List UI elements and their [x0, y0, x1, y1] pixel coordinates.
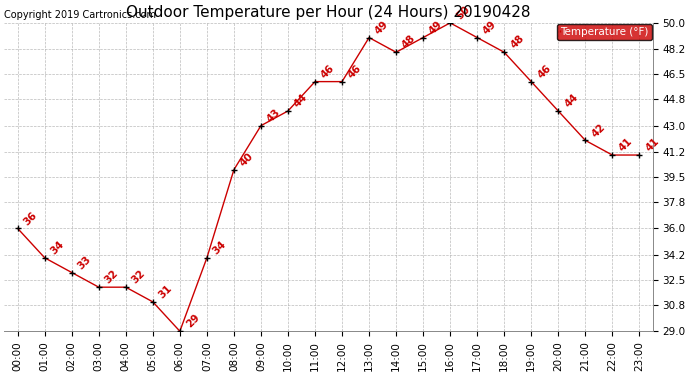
Text: 36: 36 — [22, 210, 39, 227]
Text: 32: 32 — [130, 268, 147, 286]
Text: 33: 33 — [76, 254, 93, 271]
Text: 49: 49 — [373, 19, 391, 36]
Text: 43: 43 — [265, 107, 282, 124]
Text: 50: 50 — [454, 4, 472, 21]
Text: 40: 40 — [238, 151, 255, 168]
Text: 41: 41 — [644, 136, 661, 154]
Text: 48: 48 — [400, 33, 417, 51]
Text: 46: 46 — [319, 63, 337, 80]
Text: 32: 32 — [103, 268, 120, 286]
Text: 34: 34 — [49, 239, 66, 256]
Text: 31: 31 — [157, 283, 175, 300]
Text: 44: 44 — [292, 92, 310, 110]
Text: 48: 48 — [509, 33, 526, 51]
Text: 49: 49 — [482, 19, 499, 36]
Text: 46: 46 — [535, 63, 553, 80]
Text: 34: 34 — [211, 239, 228, 256]
Text: 41: 41 — [616, 136, 634, 154]
Title: Outdoor Temperature per Hour (24 Hours) 20190428: Outdoor Temperature per Hour (24 Hours) … — [126, 5, 531, 20]
Text: 46: 46 — [346, 63, 364, 80]
Text: 42: 42 — [589, 122, 607, 139]
Text: Copyright 2019 Cartronics.com: Copyright 2019 Cartronics.com — [4, 10, 156, 20]
Legend: Temperature (°F): Temperature (°F) — [558, 24, 652, 40]
Text: 49: 49 — [427, 19, 444, 36]
Text: 44: 44 — [562, 92, 580, 110]
Text: 29: 29 — [184, 313, 201, 330]
